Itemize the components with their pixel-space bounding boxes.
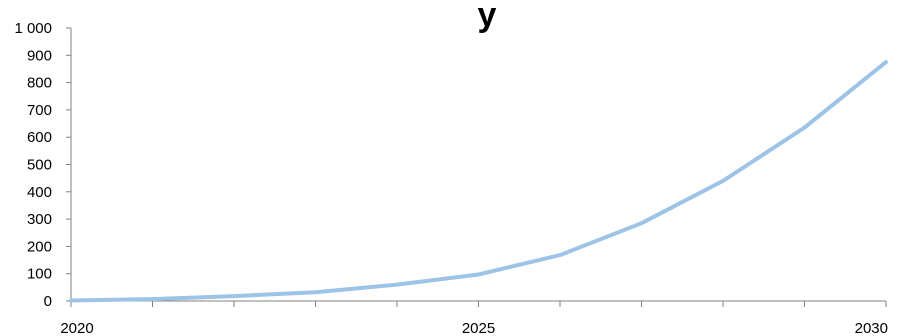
y-tick-label: 1 000: [14, 20, 52, 37]
y-tick-label: 100: [27, 266, 52, 283]
axes: [66, 28, 886, 307]
y-tick-label: 300: [27, 211, 52, 228]
y-axis-labels: 0 100 200 300 400 500 600 700 800 900 1 000: [14, 20, 52, 310]
series-group: [71, 62, 886, 300]
x-tick-label: 2020: [60, 320, 93, 336]
y-tick-label: 400: [27, 184, 52, 201]
y-tick-label: 900: [27, 47, 52, 64]
chart-title: y: [478, 0, 497, 34]
x-axis-labels: 2020 2025 2030: [60, 320, 888, 336]
y-tick-label: 200: [27, 238, 52, 255]
x-tick-label: 2030: [855, 320, 888, 336]
y-tick-label: 700: [27, 102, 52, 119]
y-tick-label: 500: [27, 157, 52, 174]
y-tick-label: 600: [27, 129, 52, 146]
y-tick-label: 0: [44, 293, 52, 310]
y-tick-label: 800: [27, 75, 52, 92]
series-line: [71, 62, 886, 300]
x-tick-label: 2025: [462, 320, 495, 336]
